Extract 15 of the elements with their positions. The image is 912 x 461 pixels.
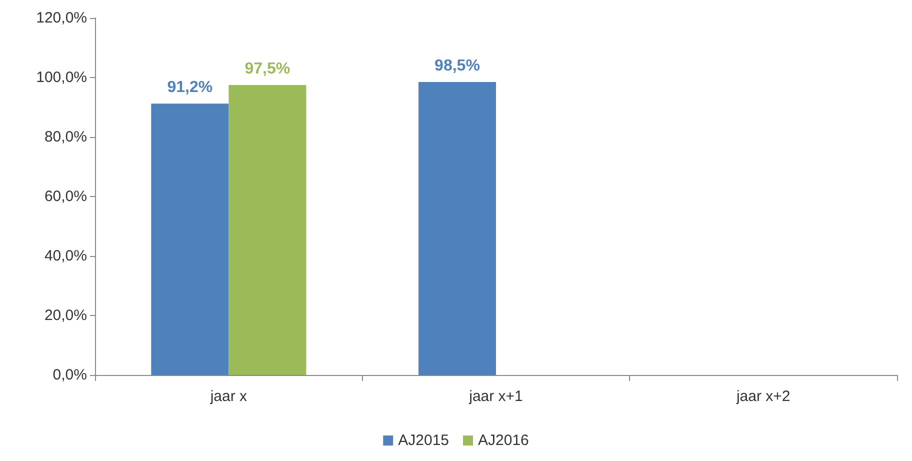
y-tick-label: 60,0% <box>44 188 87 205</box>
x-tick-label: jaar x+1 <box>468 388 523 405</box>
y-tick-label: 40,0% <box>44 248 87 264</box>
data-label: 91,2% <box>167 79 213 96</box>
y-tick-label: 20,0% <box>44 307 87 324</box>
legend-label: AJ2015 <box>398 432 449 449</box>
y-tick-label: 80,0% <box>44 128 87 146</box>
x-tick-label: jaar x <box>209 388 248 405</box>
y-tick-label: 100,0% <box>36 69 87 86</box>
legend-label: AJ2016 <box>478 432 529 449</box>
x-tick-label: jaar x+2 <box>735 388 790 405</box>
data-label: 98,5% <box>434 57 480 74</box>
y-tick-label: 0,0% <box>52 366 87 384</box>
y-tick-label: 120,0% <box>36 10 87 26</box>
data-label: 97,5% <box>244 60 290 78</box>
